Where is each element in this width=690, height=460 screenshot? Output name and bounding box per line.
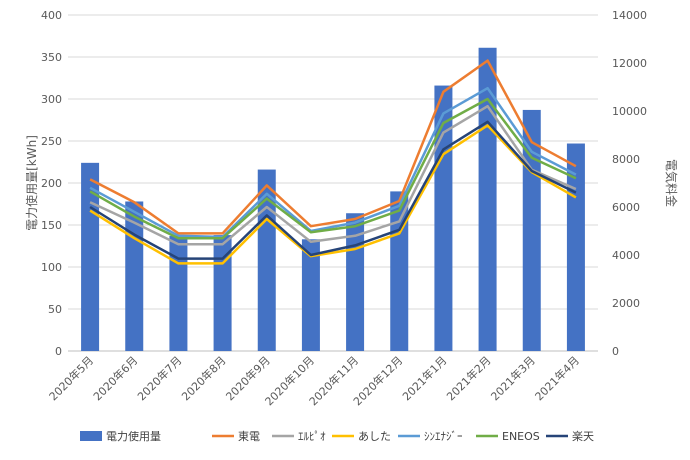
bar [522, 109, 541, 351]
series-line [89, 59, 577, 235]
legend-label: ｴﾙﾋﾟｵ [298, 430, 326, 443]
y-right-tick-label: 12000 [612, 57, 647, 70]
series-line [89, 124, 577, 265]
y-right-axis-title: 電気料金 [664, 159, 679, 207]
bar [478, 47, 497, 351]
y-left-tick-label: 150 [41, 219, 62, 232]
bar [257, 169, 276, 351]
y-left-axis-title: 電力使用量[kWh] [24, 135, 39, 231]
y-left-tick-label: 350 [41, 51, 62, 64]
x-tick-label: 2020年5月 [46, 353, 96, 403]
legend-label: 電力使用量 [106, 430, 161, 443]
x-tick-label: 2020年8月 [179, 353, 229, 403]
series-line [89, 86, 577, 239]
y-left-tick-label: 100 [41, 261, 62, 274]
bar [390, 191, 409, 351]
y-left-tick-label: 200 [41, 177, 62, 190]
y-right-tick-label: 10000 [612, 105, 647, 118]
y-left-tick-label: 0 [55, 345, 62, 358]
bar [169, 235, 188, 351]
series-line [89, 97, 577, 240]
y-right-tick-label: 0 [612, 345, 619, 358]
x-tick-label: 2021年3月 [488, 353, 538, 403]
legend-label: ENEOS [502, 430, 540, 443]
series-line [89, 120, 577, 260]
y-right-tick-label: 14000 [612, 9, 647, 22]
y-right-tick-label: 4000 [612, 249, 640, 262]
y-left-tick-label: 400 [41, 9, 62, 22]
bar [301, 239, 320, 351]
y-right-tick-label: 8000 [612, 153, 640, 166]
y-left-tick-label: 250 [41, 135, 62, 148]
legend-label: 楽天 [572, 430, 594, 443]
y-left-tick-label: 50 [48, 303, 62, 316]
x-tick-label: 2020年6月 [90, 353, 140, 403]
legend-label: あした [358, 430, 391, 443]
legend-label: 東電 [238, 430, 260, 443]
legend-label: ｼﾝｴﾅｼﾞｰ [424, 430, 463, 443]
y-left-tick-label: 300 [41, 93, 62, 106]
y-right-tick-label: 2000 [612, 297, 640, 310]
x-tick-label: 2021年1月 [399, 353, 449, 403]
series-line [89, 104, 577, 246]
x-tick-label: 2021年2月 [444, 353, 494, 403]
y-right-tick-label: 6000 [612, 201, 640, 214]
x-tick-label: 2020年7月 [134, 353, 184, 403]
bar [125, 201, 144, 351]
x-tick-label: 2021年4月 [532, 353, 582, 403]
legend-swatch [80, 431, 102, 441]
